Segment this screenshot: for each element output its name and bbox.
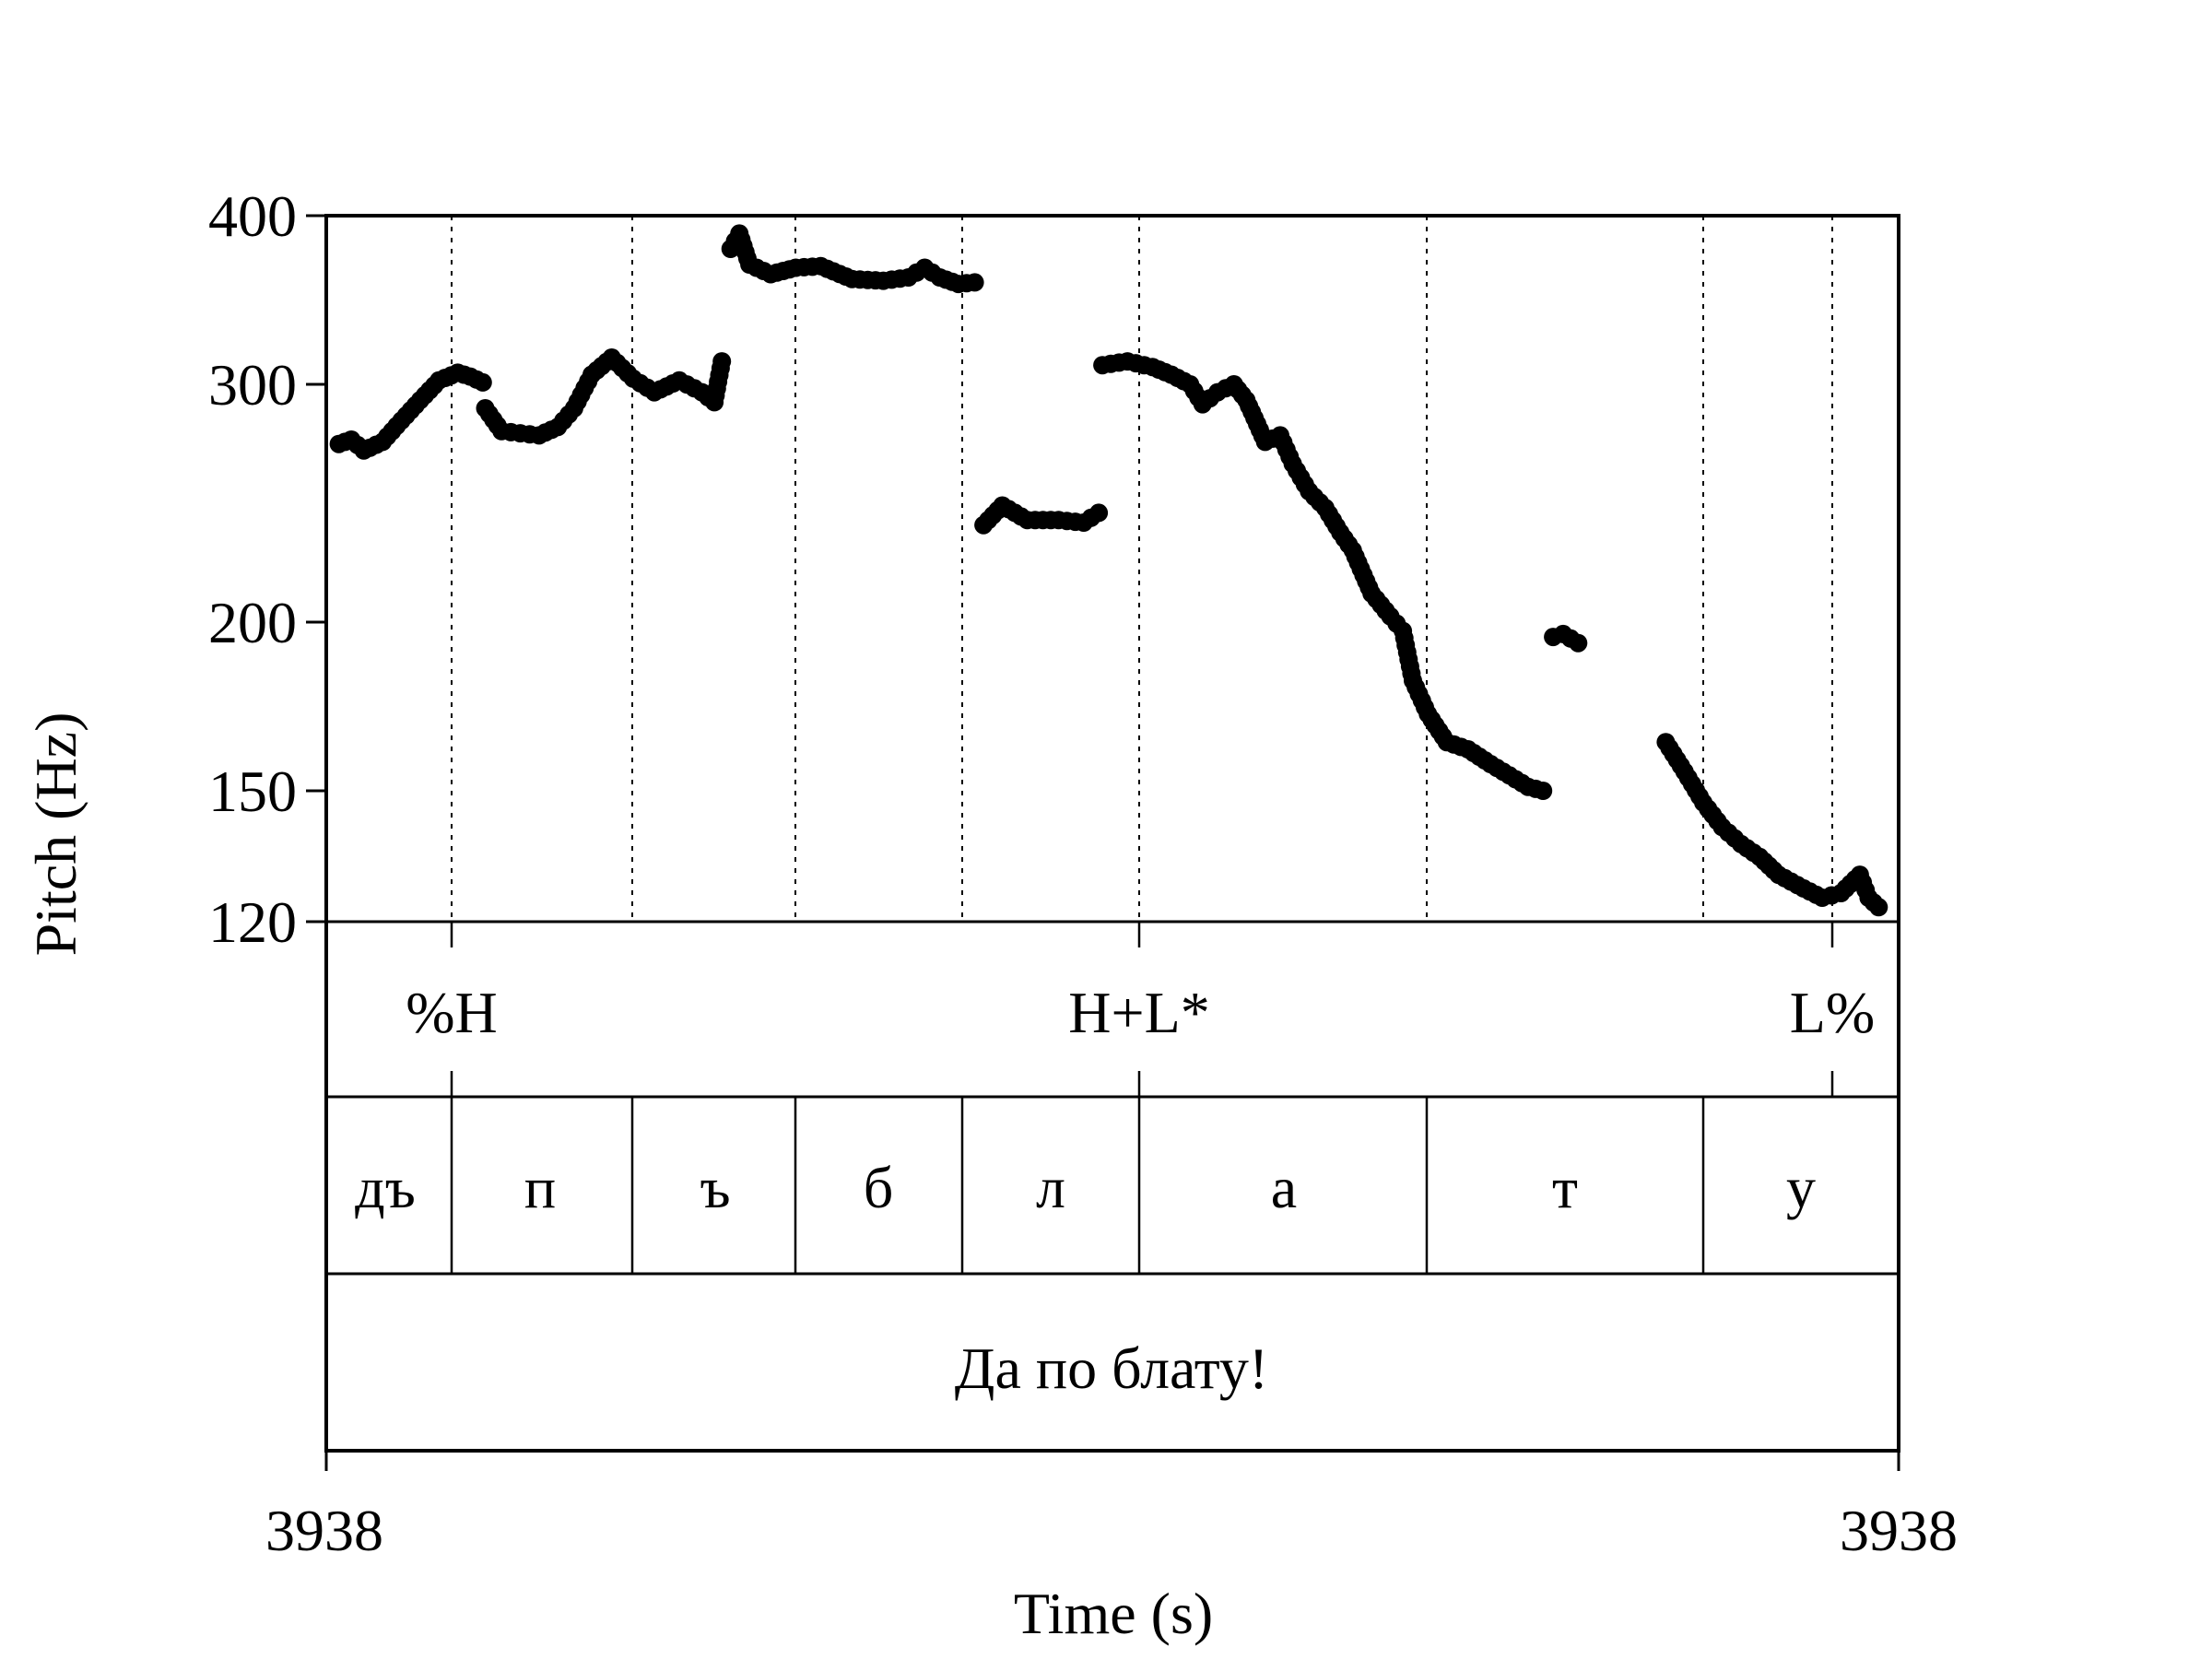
pitch-point [1569,633,1588,653]
y-tick-label: 200 [208,590,297,655]
segment-label: б [864,1155,894,1220]
y-tick-label: 400 [208,183,297,249]
sentence-label: Да по блату! [955,1335,1268,1401]
segment-label: а [1271,1155,1297,1220]
segment-label: дъ [355,1155,416,1220]
pitch-point [712,352,732,371]
y-tick-label: 300 [208,352,297,418]
pitch-point [473,372,492,392]
tone-label-final: L% [1790,980,1875,1045]
pitch-point [1089,503,1109,523]
x-tick-label-right: 3938 [1840,1498,1958,1563]
segment-label: ъ [700,1155,730,1220]
segment-label: п [524,1155,556,1220]
tone-label-initial: %H [406,980,498,1045]
x-axis-label: Time (s) [1014,1581,1213,1646]
pitch-point [1534,782,1553,800]
pitch-point [1869,898,1888,917]
plot-area: 120 150 200 300 400 [208,183,1900,1471]
y-tick-label: 150 [208,759,297,824]
segment-label: т [1552,1155,1578,1220]
tone-label-nuclear: H+L* [1068,980,1209,1045]
pitch-point [965,273,984,292]
y-tick-label: 120 [208,889,297,955]
x-tick-label-left: 3938 [265,1498,383,1563]
segment-label: у [1786,1155,1816,1220]
chart-frame [324,214,1900,1453]
y-axis-label: Pitch (Hz) [23,712,88,957]
segment-label: л [1036,1155,1065,1220]
